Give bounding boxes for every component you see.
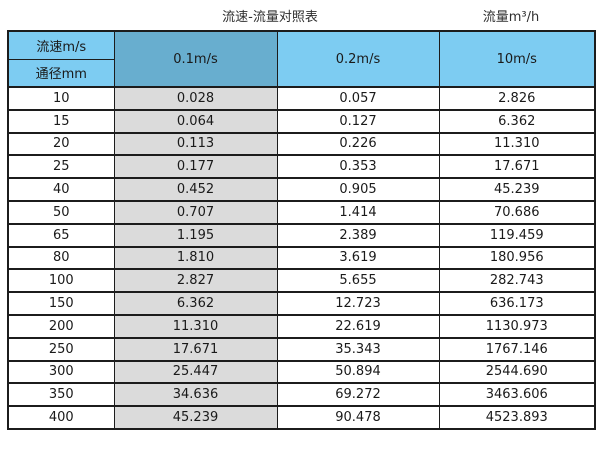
flow-10-cell: 45.239 xyxy=(438,177,596,202)
corner-header-velocity: 流速m/s xyxy=(7,30,115,60)
diameter-cell: 250 xyxy=(7,336,115,362)
table-row: 15 0.064 0.127 6.362 xyxy=(7,108,596,134)
diameter-cell: 200 xyxy=(7,313,115,339)
column-header-10ms: 10m/s xyxy=(438,30,596,88)
table-row: 350 34.636 69.272 3463.606 xyxy=(7,382,596,408)
flow-0-2-cell: 1.414 xyxy=(276,199,440,225)
flow-0-2-cell: 0.905 xyxy=(276,177,440,202)
diameter-cell: 300 xyxy=(7,359,115,385)
table-row: 65 1.195 2.389 119.459 xyxy=(7,222,596,248)
table-row: 10 0.028 0.057 2.826 xyxy=(7,86,596,111)
flow-0-2-cell: 5.655 xyxy=(276,268,440,294)
page-header: 流速-流量对照表 流量m³/h xyxy=(0,0,600,30)
flow-0-2-cell: 69.272 xyxy=(276,382,440,408)
column-header-0-1ms: 0.1m/s xyxy=(113,30,278,88)
flow-0-1-cell: 25.447 xyxy=(113,359,278,385)
flow-10-cell: 1130.973 xyxy=(438,313,596,339)
flow-0-2-cell: 2.389 xyxy=(276,222,440,248)
diameter-cell: 10 xyxy=(7,86,115,111)
flow-0-2-cell: 0.226 xyxy=(276,131,440,157)
flow-0-1-cell: 45.239 xyxy=(113,405,278,430)
flow-10-cell: 70.686 xyxy=(438,199,596,225)
page-title: 流速-流量对照表 xyxy=(222,10,318,25)
flow-10-cell: 2544.690 xyxy=(438,359,596,385)
flow-10-cell: 636.173 xyxy=(438,291,596,316)
flow-0-2-cell: 22.619 xyxy=(276,313,440,339)
flow-0-1-cell: 2.827 xyxy=(113,268,278,294)
table-row: 300 25.447 50.894 2544.690 xyxy=(7,359,596,385)
table-header: 流速m/s 0.1m/s 0.2m/s 10m/s 通径mm xyxy=(7,30,596,88)
flow-0-2-cell: 0.127 xyxy=(276,108,440,134)
flow-10-cell: 11.310 xyxy=(438,131,596,157)
flow-0-1-cell: 0.113 xyxy=(113,131,278,157)
diameter-cell: 15 xyxy=(7,108,115,134)
flow-10-cell: 6.362 xyxy=(438,108,596,134)
table-row: 80 1.810 3.619 180.956 xyxy=(7,245,596,271)
diameter-cell: 150 xyxy=(7,291,115,316)
table-row: 50 0.707 1.414 70.686 xyxy=(7,199,596,225)
flow-0-1-cell: 0.452 xyxy=(113,177,278,202)
flow-0-1-cell: 1.810 xyxy=(113,245,278,271)
table-row: 250 17.671 35.343 1767.146 xyxy=(7,336,596,362)
flow-0-2-cell: 12.723 xyxy=(276,291,440,316)
diameter-cell: 350 xyxy=(7,382,115,408)
flow-10-cell: 3463.606 xyxy=(438,382,596,408)
diameter-cell: 20 xyxy=(7,131,115,157)
diameter-cell: 50 xyxy=(7,199,115,225)
flow-unit-label: 流量m³/h xyxy=(482,10,540,25)
diameter-cell: 100 xyxy=(7,268,115,294)
flow-0-2-cell: 90.478 xyxy=(276,405,440,430)
flow-0-1-cell: 0.707 xyxy=(113,199,278,225)
flow-0-2-cell: 0.353 xyxy=(276,154,440,180)
flow-10-cell: 4523.893 xyxy=(438,405,596,430)
column-header-0-2ms: 0.2m/s xyxy=(276,30,440,88)
table-row: 150 6.362 12.723 636.173 xyxy=(7,291,596,316)
diameter-cell: 40 xyxy=(7,177,115,202)
flow-0-2-cell: 50.894 xyxy=(276,359,440,385)
diameter-cell: 400 xyxy=(7,405,115,430)
flow-10-cell: 180.956 xyxy=(438,245,596,271)
flow-10-cell: 2.826 xyxy=(438,86,596,111)
table-row: 400 45.239 90.478 4523.893 xyxy=(7,405,596,430)
flow-0-1-cell: 1.195 xyxy=(113,222,278,248)
velocity-flow-table: 流速m/s 0.1m/s 0.2m/s 10m/s 通径mm 10 0.028 0.… xyxy=(7,30,596,430)
flow-conversion-page: 流速-流量对照表 流量m³/h 流速m/s 0.1m/s 0.2m/s 10m/… xyxy=(0,0,600,430)
flow-10-cell: 282.743 xyxy=(438,268,596,294)
flow-0-1-cell: 6.362 xyxy=(113,291,278,316)
flow-0-1-cell: 0.177 xyxy=(113,154,278,180)
flow-10-cell: 119.459 xyxy=(438,222,596,248)
table-row: 25 0.177 0.353 17.671 xyxy=(7,154,596,180)
diameter-cell: 25 xyxy=(7,154,115,180)
diameter-cell: 65 xyxy=(7,222,115,248)
flow-10-cell: 1767.146 xyxy=(438,336,596,362)
flow-0-2-cell: 0.057 xyxy=(276,86,440,111)
table-row: 20 0.113 0.226 11.310 xyxy=(7,131,596,157)
flow-0-2-cell: 35.343 xyxy=(276,336,440,362)
table-body: 10 0.028 0.057 2.826 15 0.064 0.127 6.362 20 0.11… xyxy=(7,86,596,430)
flow-0-1-cell: 11.310 xyxy=(113,313,278,339)
diameter-cell: 80 xyxy=(7,245,115,271)
flow-0-2-cell: 3.619 xyxy=(276,245,440,271)
table-row: 40 0.452 0.905 45.239 xyxy=(7,177,596,202)
flow-0-1-cell: 34.636 xyxy=(113,382,278,408)
flow-10-cell: 17.671 xyxy=(438,154,596,180)
table-row: 200 11.310 22.619 1130.973 xyxy=(7,313,596,339)
flow-0-1-cell: 17.671 xyxy=(113,336,278,362)
table-row: 100 2.827 5.655 282.743 xyxy=(7,268,596,294)
corner-header-diameter: 通径mm xyxy=(7,58,115,88)
flow-0-1-cell: 0.028 xyxy=(113,86,278,111)
flow-0-1-cell: 0.064 xyxy=(113,108,278,134)
